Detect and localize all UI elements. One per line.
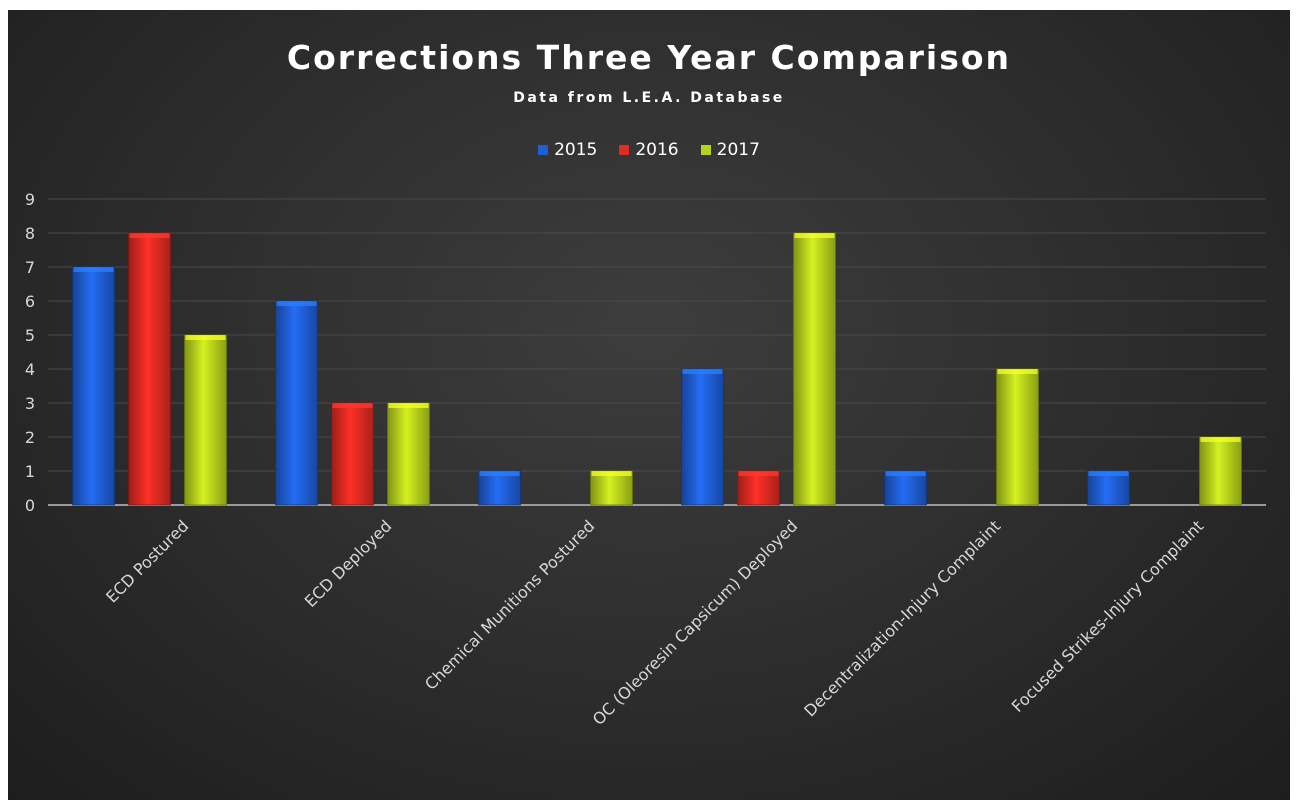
legend-label-2016: 2016 (635, 140, 679, 160)
bar-2015-4 (884, 470, 927, 506)
bar-cap-2015-1 (276, 301, 317, 306)
y-tick-label-5: 5 (25, 326, 35, 345)
bar-2015-1 (275, 300, 318, 506)
bar-cap-2017-3 (794, 233, 835, 238)
chart-frame: Corrections Three Year Comparison Data f… (8, 10, 1290, 800)
y-tick-label-2: 2 (25, 428, 35, 447)
bar-cap-2015-4 (885, 471, 926, 476)
y-tick-label-0: 0 (25, 496, 35, 515)
legend-swatch-2017 (700, 145, 711, 155)
plot-area: 0 1 2 3 4 5 6 7 8 9 ECD Postured ECD Deployed Chemic… (25, 190, 1266, 729)
bar-2015-0 (72, 266, 115, 506)
bar-cap-2015-3 (682, 369, 723, 374)
y-tick-label-6: 6 (25, 292, 35, 311)
category-label-1: ECD Deployed (301, 516, 396, 611)
y-tick-label-7: 7 (25, 258, 35, 277)
legend-item-2015: 2015 (538, 140, 597, 160)
bar-2016-3 (737, 470, 780, 506)
bar-cap-2017-1 (388, 403, 429, 408)
legend: 2015 2016 2017 (8, 140, 1290, 160)
bar-2017-2 (590, 470, 633, 506)
bar-cap-2017-5 (1200, 437, 1241, 442)
bar-cap-2015-2 (479, 471, 520, 476)
bar-cap-2016-3 (738, 471, 779, 476)
y-tick-label-9: 9 (25, 190, 35, 209)
category-label-2: Chemical Munitions Postured (421, 516, 598, 693)
bar-2017-0 (184, 334, 227, 506)
y-tick-label-4: 4 (25, 360, 35, 379)
legend-swatch-2015 (538, 145, 549, 155)
bar-2016-0 (128, 232, 171, 506)
legend-label-2015: 2015 (554, 140, 598, 160)
legend-label-2017: 2017 (716, 140, 760, 160)
chart-subtitle: Data from L.E.A. Database (513, 90, 785, 106)
legend-swatch-2016 (619, 145, 630, 155)
bar-2017-3 (793, 232, 836, 506)
chart-title: Corrections Three Year Comparison (286, 38, 1012, 77)
y-tick-label-3: 3 (25, 394, 35, 413)
category-label-3: OC (Oleoresin Capsicum) Deployed (589, 516, 802, 729)
bar-2016-1 (331, 402, 374, 506)
bar-cap-2015-0 (73, 267, 114, 272)
bar-cap-2016-0 (129, 233, 170, 238)
bar-2015-2 (478, 470, 521, 506)
bar-2015-5 (1087, 470, 1130, 506)
bar-cap-2016-1 (332, 403, 373, 408)
bar-cap-2017-4 (997, 369, 1038, 374)
y-tick-label-8: 8 (25, 224, 35, 243)
category-label-5: Focused Strikes-Injury Complaint (1008, 516, 1208, 716)
bar-2017-1 (387, 402, 430, 506)
bar-cap-2017-0 (185, 335, 226, 340)
bar-2015-3 (681, 368, 724, 506)
category-label-4: Decentralization-Injury Complaint (800, 516, 1004, 720)
category-label-0: ECD Postured (102, 516, 192, 606)
bar-cap-2015-5 (1088, 471, 1129, 476)
legend-item-2016: 2016 (619, 140, 679, 160)
bar-cap-2017-2 (591, 471, 632, 476)
bar-2017-5 (1199, 436, 1242, 506)
y-tick-label-1: 1 (25, 462, 35, 481)
legend-item-2017: 2017 (700, 140, 760, 160)
bar-2017-4 (996, 368, 1039, 506)
